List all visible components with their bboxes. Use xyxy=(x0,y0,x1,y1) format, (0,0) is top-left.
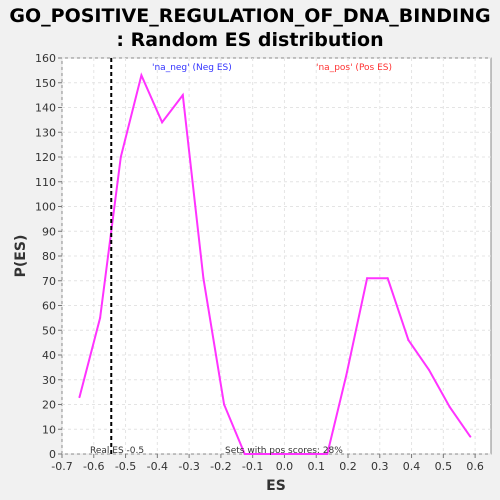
y-tick-label: 30 xyxy=(42,374,56,387)
data-point xyxy=(366,277,369,280)
y-axis-label: P(ES) xyxy=(13,235,29,278)
x-axis-label: ES xyxy=(266,478,286,494)
series-line xyxy=(78,72,472,455)
data-point xyxy=(428,368,431,371)
y-tick-label: 40 xyxy=(42,349,56,362)
x-tick-label: -0.5 xyxy=(115,460,136,473)
x-tick-label: -0.4 xyxy=(147,460,168,473)
series-layer xyxy=(78,72,472,455)
x-tick-label: -0.6 xyxy=(83,460,104,473)
data-point xyxy=(264,453,267,455)
legend-pos-es: 'na_pos' (Pos ES) xyxy=(316,63,392,73)
data-point xyxy=(140,74,143,77)
x-tick-label: 0.0 xyxy=(276,460,294,473)
y-tick-label: 110 xyxy=(35,176,56,189)
y-tick-label: 130 xyxy=(35,126,56,139)
y-tick-label: 60 xyxy=(42,300,56,313)
data-point xyxy=(407,339,410,342)
x-tick-label: 0.6 xyxy=(466,460,484,473)
y-tick-label: 70 xyxy=(42,275,56,288)
y-tick-label: 140 xyxy=(35,102,56,115)
pos-scores-annotation: Sets with pos scores: 28% xyxy=(225,446,343,456)
plot-area xyxy=(61,57,492,455)
data-point xyxy=(326,453,329,455)
chart-title-line-1: GO_POSITIVE_REGULATION_OF_DNA_BINDING xyxy=(9,5,490,27)
data-point xyxy=(78,396,81,399)
data-point xyxy=(448,405,451,408)
y-tick-label: 100 xyxy=(35,201,56,214)
x-tick-label: -0.1 xyxy=(242,460,263,473)
y-tick-label: 0 xyxy=(49,448,56,461)
x-tick-label: 0.1 xyxy=(307,460,325,473)
chart-title-line-2: : Random ES distribution xyxy=(116,29,383,51)
data-point xyxy=(181,94,184,97)
y-tick-label: 20 xyxy=(42,399,56,412)
data-point xyxy=(469,435,472,438)
real-es-label: Real ES -0.5 xyxy=(90,446,144,456)
y-tick-label: 90 xyxy=(42,225,56,238)
x-tick-label: 0.3 xyxy=(371,460,389,473)
grid xyxy=(61,57,491,455)
data-point xyxy=(243,453,246,455)
x-tick-label: -0.3 xyxy=(178,460,199,473)
legend-neg-es: 'na_neg' (Neg ES) xyxy=(152,63,232,73)
y-tick-label: 50 xyxy=(42,324,56,337)
data-point xyxy=(202,277,205,280)
data-point xyxy=(305,453,308,455)
data-point xyxy=(99,316,102,319)
y-tick-label: 10 xyxy=(42,423,56,436)
data-point xyxy=(223,403,226,406)
data-point xyxy=(285,453,288,455)
x-tick-label: 0.2 xyxy=(339,460,357,473)
data-point xyxy=(161,121,164,124)
x-tick-label: -0.2 xyxy=(210,460,231,473)
y-tick-label: 150 xyxy=(35,77,56,90)
y-tick-label: 120 xyxy=(35,151,56,164)
y-tick-label: 160 xyxy=(35,52,56,65)
y-tick-label: 80 xyxy=(42,250,56,263)
x-tick-label: -0.7 xyxy=(51,460,72,473)
x-tick-label: 0.5 xyxy=(435,460,453,473)
data-point xyxy=(386,277,389,280)
x-tick-label: 0.4 xyxy=(403,460,421,473)
data-point xyxy=(119,156,122,158)
axes: 0 10 20 30 40 50 60 70 80 90 100 110 120 130 140 150 160… xyxy=(35,52,484,473)
data-point xyxy=(345,373,348,376)
